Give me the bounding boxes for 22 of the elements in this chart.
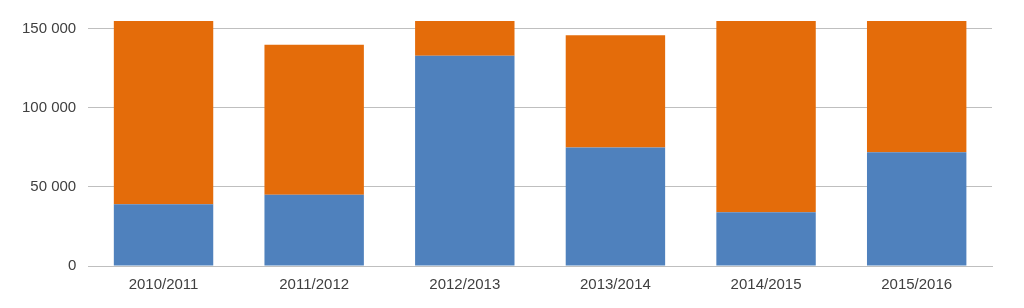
bar — [415, 21, 515, 56]
x-tick-label: 2014/2015 — [730, 275, 802, 293]
bar — [565, 147, 666, 266]
y-tick-label: 100 000 — [21, 98, 77, 116]
bar — [264, 194, 364, 266]
bar — [415, 55, 515, 266]
bar — [565, 35, 666, 148]
bar — [716, 212, 816, 266]
bar — [113, 204, 214, 266]
x-tick-label: 2010/2011 — [128, 275, 199, 293]
bar — [866, 21, 967, 153]
x-tick-label: 2015/2016 — [881, 275, 953, 293]
x-tick-label: 2013/2014 — [579, 275, 651, 293]
y-tick-label: 0 — [67, 256, 77, 274]
bar — [113, 21, 214, 205]
x-tick-label: 2012/2013 — [429, 275, 501, 293]
y-tick-label: 150 000 — [21, 19, 77, 37]
y-tick-label: 50 000 — [30, 177, 77, 195]
bar — [716, 21, 816, 213]
bar — [264, 44, 364, 195]
x-tick-label: 2011/2012 — [279, 275, 350, 293]
bar — [866, 152, 967, 266]
